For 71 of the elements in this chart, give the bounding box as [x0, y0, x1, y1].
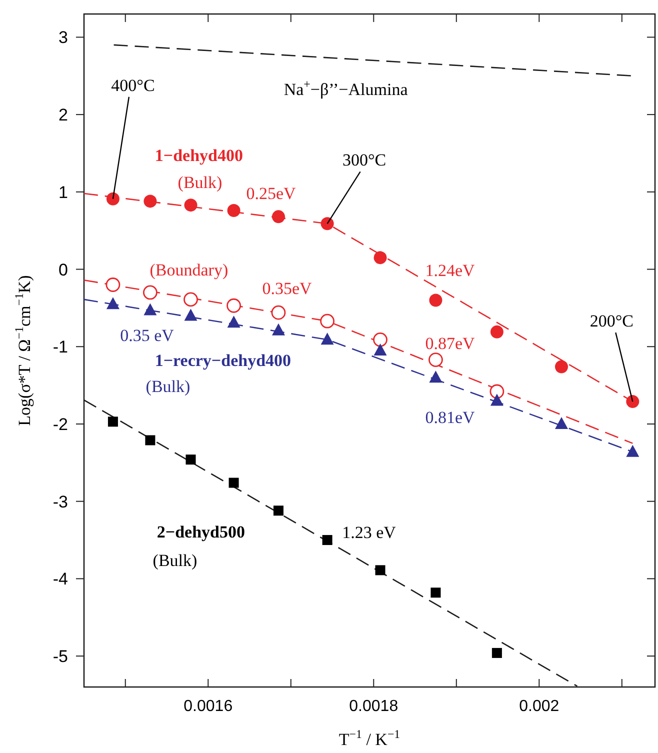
annotation: 0.87eV [425, 334, 476, 353]
point [271, 305, 286, 320]
point [374, 344, 387, 356]
point [108, 416, 118, 427]
y-tick-label: 3 [58, 28, 68, 48]
annotation: 200°C [590, 312, 634, 331]
annotation: 1.24eV [425, 261, 476, 280]
annotation: (Bulk) [146, 377, 190, 396]
annotation: 0.35 eV [120, 326, 175, 345]
point [227, 316, 240, 328]
point [184, 292, 198, 307]
annotation: (Bulk) [178, 173, 222, 192]
series-label: 1−dehyd400 [154, 146, 244, 165]
annotation: (Bulk) [152, 551, 198, 570]
x-tick-label: 0.002 [519, 698, 560, 715]
series-label: 2−dehyd500 [156, 522, 246, 542]
x-axis-title: T$^{−1}$ / K$^{−1}$ [338, 727, 400, 749]
point [273, 506, 284, 516]
y-tick-label: 0 [58, 260, 68, 280]
annotation: 0.81eV [425, 408, 476, 427]
point [145, 435, 156, 446]
series-label: (Boundary) [150, 260, 228, 280]
y-tick-label: -3 [52, 492, 68, 512]
point [373, 332, 388, 347]
point [429, 370, 442, 383]
annotation: 300°C [342, 150, 386, 170]
point [228, 478, 239, 488]
point [320, 217, 334, 230]
point [430, 588, 441, 598]
y-tick-label: -4 [52, 570, 68, 589]
point [186, 454, 196, 465]
point [106, 297, 120, 310]
point [320, 332, 334, 345]
point [144, 194, 157, 208]
point [490, 325, 504, 338]
annotation: 1.23 eV [342, 523, 397, 542]
point [320, 314, 334, 328]
y-tick-label: -5 [52, 647, 68, 666]
annotation: 400°C [111, 76, 155, 95]
annotation: 0.25eV [246, 184, 297, 203]
point [143, 285, 158, 300]
point [226, 298, 241, 313]
point [227, 204, 240, 217]
point [428, 352, 443, 367]
point [374, 251, 387, 264]
point [272, 210, 285, 224]
point [429, 294, 442, 307]
x-tick-label: 0.0016 [184, 698, 233, 715]
point [626, 395, 640, 408]
point [144, 303, 157, 316]
y-tick-label: 1 [58, 182, 68, 202]
series-label: Na$^{+}$−β’’−Alumina [284, 76, 408, 99]
point [184, 308, 198, 321]
series-label: 1−recry−dehyd400 [154, 351, 292, 370]
point [554, 416, 568, 429]
y-tick-label: -2 [52, 414, 68, 434]
point [272, 323, 285, 336]
point [492, 648, 502, 658]
point [184, 198, 198, 212]
point [626, 444, 640, 457]
y-tick-label: -1 [52, 338, 68, 357]
point [322, 535, 332, 546]
x-tick-label: 0.0018 [349, 698, 398, 715]
point [106, 278, 120, 292]
annotation: 0.35eV [262, 279, 313, 298]
point [106, 192, 120, 206]
point [490, 384, 504, 399]
point [554, 360, 568, 374]
point [375, 565, 386, 576]
y-tick-label: 2 [58, 106, 68, 125]
point [490, 394, 504, 406]
